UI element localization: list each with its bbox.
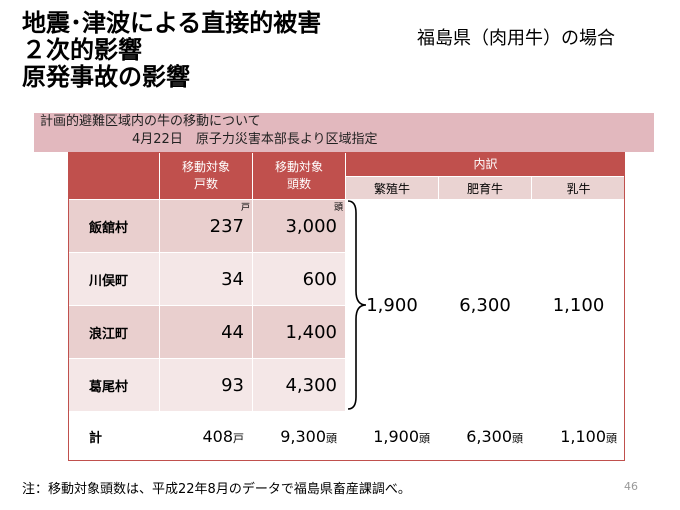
notice-banner: 計画的避難区域内の牛の移動について 4月22日 原子力災害本部長より区域指定 bbox=[34, 113, 654, 152]
row-households-value: 237 bbox=[209, 215, 244, 237]
row-households: 44 bbox=[159, 305, 253, 359]
total-breeding-value: 1,900 bbox=[373, 427, 419, 446]
header-breakdown: 内訳 bbox=[345, 152, 626, 177]
row-heads: 4,300 bbox=[252, 358, 346, 412]
total-fattening-unit: 頭 bbox=[512, 432, 523, 445]
header-heads-text: 移動対象 頭数 bbox=[274, 160, 323, 191]
header-breeding: 繁殖牛 bbox=[345, 176, 439, 200]
slide-title: 地震･津波による直接的被害 ２次的影響 原発事故の影響 bbox=[22, 10, 321, 91]
total-heads-value: 9,300 bbox=[280, 427, 326, 446]
row-heads: 頭 3,000 bbox=[252, 199, 346, 253]
notice-line-2: 4月22日 原子力災害本部長より区域指定 bbox=[132, 132, 378, 147]
header-heads: 移動対象 頭数 bbox=[252, 152, 346, 200]
header-blank bbox=[68, 152, 160, 200]
unit-head-label: 頭 bbox=[333, 203, 343, 213]
breakdown-dairy-value: 1,100 bbox=[552, 295, 605, 316]
total-fattening-value: 6,300 bbox=[466, 427, 512, 446]
title-line-1: 地震･津波による直接的被害 bbox=[22, 9, 322, 37]
page-number: 46 bbox=[624, 480, 638, 493]
row-name: 葛尾村 bbox=[68, 358, 160, 412]
header-households-text: 移動対象 戸数 bbox=[181, 160, 230, 191]
row-households: 34 bbox=[159, 252, 253, 306]
title-line-2: ２次的影響 bbox=[22, 36, 142, 64]
relocation-table: 移動対象 戸数 移動対象 頭数 内訳 繁殖牛 肥育牛 乳牛 飯舘村 戸 237 … bbox=[68, 152, 626, 462]
total-households-unit: 戸 bbox=[233, 432, 244, 445]
total-fattening: 6,300頭 bbox=[438, 411, 532, 462]
row-heads: 600 bbox=[252, 252, 346, 306]
total-dairy-value: 1,100 bbox=[560, 427, 606, 446]
table-row: 飯舘村 戸 237 頭 3,000 1,900 6,300 1,100 bbox=[68, 199, 626, 412]
total-label: 計 bbox=[68, 411, 160, 462]
breakdown-fattening-value: 6,300 bbox=[459, 295, 511, 316]
breakdown-dairy: 1,100 bbox=[531, 199, 626, 412]
total-heads-unit: 頭 bbox=[326, 432, 337, 445]
row-heads-value: 3,000 bbox=[285, 215, 337, 237]
breakdown-breeding-value: 1,900 bbox=[366, 295, 418, 316]
footnote: 注：移動対象頭数は、平成22年8月のデータで福島県畜産課調べ。 bbox=[22, 482, 411, 497]
total-households: 408戸 bbox=[159, 411, 253, 462]
header-dairy: 乳牛 bbox=[531, 176, 626, 200]
row-heads: 1,400 bbox=[252, 305, 346, 359]
total-households-value: 408 bbox=[202, 427, 233, 446]
row-households: 93 bbox=[159, 358, 253, 412]
title-line-3: 原発事故の影響 bbox=[22, 63, 190, 91]
total-dairy-unit: 頭 bbox=[606, 432, 617, 445]
row-name: 飯舘村 bbox=[68, 199, 160, 253]
unit-household-label: 戸 bbox=[240, 203, 250, 213]
total-breeding: 1,900頭 bbox=[345, 411, 439, 462]
curly-brace-icon bbox=[347, 200, 367, 410]
row-households: 戸 237 bbox=[159, 199, 253, 253]
table-row: 葛尾村 93 4,300 bbox=[68, 358, 626, 412]
table-row: 浪江町 44 1,400 bbox=[68, 305, 626, 359]
total-row: 計 408戸 9,300頭 1,900頭 6,300頭 1,100頭 bbox=[68, 411, 626, 462]
total-breeding-unit: 頭 bbox=[419, 432, 430, 445]
total-heads: 9,300頭 bbox=[252, 411, 346, 462]
header-fattening: 肥育牛 bbox=[438, 176, 532, 200]
total-dairy: 1,100頭 bbox=[531, 411, 626, 462]
row-name: 浪江町 bbox=[68, 305, 160, 359]
row-name: 川俣町 bbox=[68, 252, 160, 306]
region-label: 福島県（肉用牛）の場合 bbox=[417, 28, 615, 49]
notice-line-1: 計画的避難区域内の牛の移動について bbox=[40, 114, 261, 129]
header-households: 移動対象 戸数 bbox=[159, 152, 253, 200]
breakdown-fattening: 6,300 bbox=[438, 199, 532, 412]
